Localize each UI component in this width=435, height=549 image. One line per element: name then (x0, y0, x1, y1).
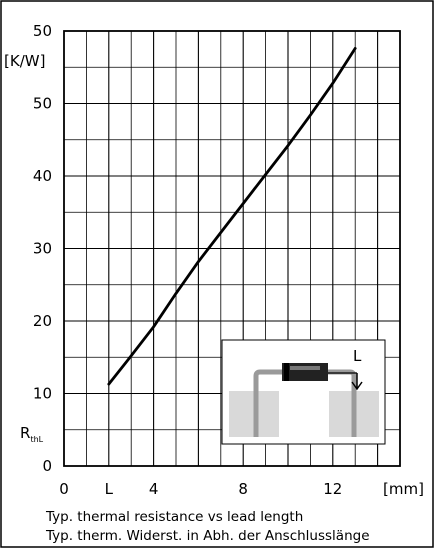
y-axis-label-main: R (20, 424, 30, 442)
caption-en: Typ. thermal resistance vs lead length (45, 509, 303, 525)
inset-diode-highlight (290, 366, 320, 370)
inset-dimension-arrow (351, 373, 363, 391)
inset-length-label: L (353, 347, 362, 365)
x-tick-label: 0 (59, 480, 69, 498)
y-tick-label: 10 (33, 385, 52, 403)
x-tick-label: 4 (149, 480, 159, 498)
series-group (107, 47, 357, 386)
plot-border (63, 30, 401, 467)
grid (63, 30, 401, 467)
y-tick-label: 50 (33, 95, 52, 113)
x-tick-label: 8 (238, 480, 248, 498)
y-axis-label-sub: thL (30, 435, 43, 444)
x-tick-label: 12 (323, 480, 342, 498)
y-tick-labels: 0 10 20 30 40 50 50 (33, 22, 52, 475)
y-tick-label: 30 (33, 240, 52, 258)
caption-de: Typ. therm. Widerst. in Abh. der Anschlu… (45, 528, 370, 544)
inset-diagram: L (221, 339, 386, 445)
inset-diode-band (284, 363, 289, 381)
x-tick-labels: 0 L 4 8 12 (59, 480, 342, 498)
y-unit-label: [K/W] (4, 52, 45, 70)
x-tick-label: L (105, 480, 114, 498)
x-unit-label: [mm] (383, 480, 424, 498)
y-axis-label: RthL (20, 424, 44, 444)
inset-lead-left (253, 369, 282, 437)
y-tick-label: 50 (33, 22, 52, 40)
y-tick-label: 40 (33, 167, 52, 185)
series-line (107, 47, 357, 386)
y-tick-label: 20 (33, 312, 52, 330)
y-tick-label: 0 (42, 457, 52, 475)
